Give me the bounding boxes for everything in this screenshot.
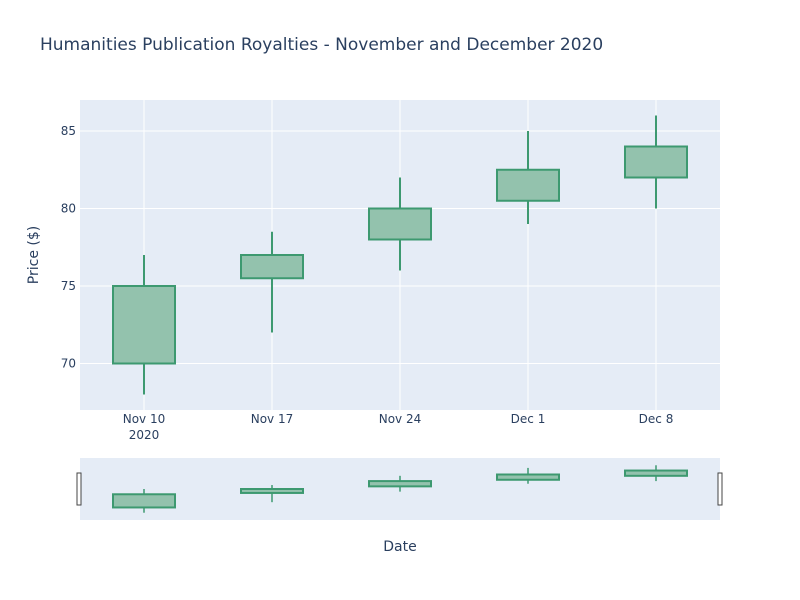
y-tick-label: 75: [61, 279, 76, 293]
x-tick-label: Nov 24: [379, 412, 422, 426]
slider-candle-body: [368, 480, 432, 488]
y-axis-title: Price ($): [26, 226, 42, 284]
x-tick-label: Dec 8: [639, 412, 674, 426]
x-axis-ticks: Nov 10 2020 Nov 17 Nov 24 Dec 1 Dec 8: [123, 412, 674, 442]
slider-candle-body: [624, 469, 688, 477]
chart-title: Humanities Publication Royalties - Novem…: [40, 35, 603, 55]
candle-body: [240, 254, 304, 280]
slider-candle-body: [496, 473, 560, 481]
y-tick-label: 80: [61, 202, 76, 216]
candle-body: [112, 285, 176, 365]
candle-body: [624, 145, 688, 179]
slider-candle-body: [240, 488, 304, 494]
range-slider-candles: [112, 465, 688, 513]
range-slider-left-handle[interactable]: [76, 472, 82, 506]
y-axis-ticks: 70 75 80 85: [61, 124, 76, 371]
x-tick-label-year: 2020: [129, 428, 160, 442]
candlestick-series: [112, 115, 688, 395]
x-tick-label: Dec 1: [511, 412, 546, 426]
y-tick-label: 85: [61, 124, 76, 138]
y-tick-label: 70: [61, 357, 76, 371]
x-axis-title: Date: [383, 539, 416, 555]
range-slider-right-handle[interactable]: [717, 472, 723, 506]
slider-candle-body: [112, 493, 176, 509]
x-tick-label: Nov 17: [251, 412, 294, 426]
x-tick-label: Nov 10: [123, 412, 166, 426]
candle-body: [368, 207, 432, 241]
candle-body: [496, 168, 560, 202]
